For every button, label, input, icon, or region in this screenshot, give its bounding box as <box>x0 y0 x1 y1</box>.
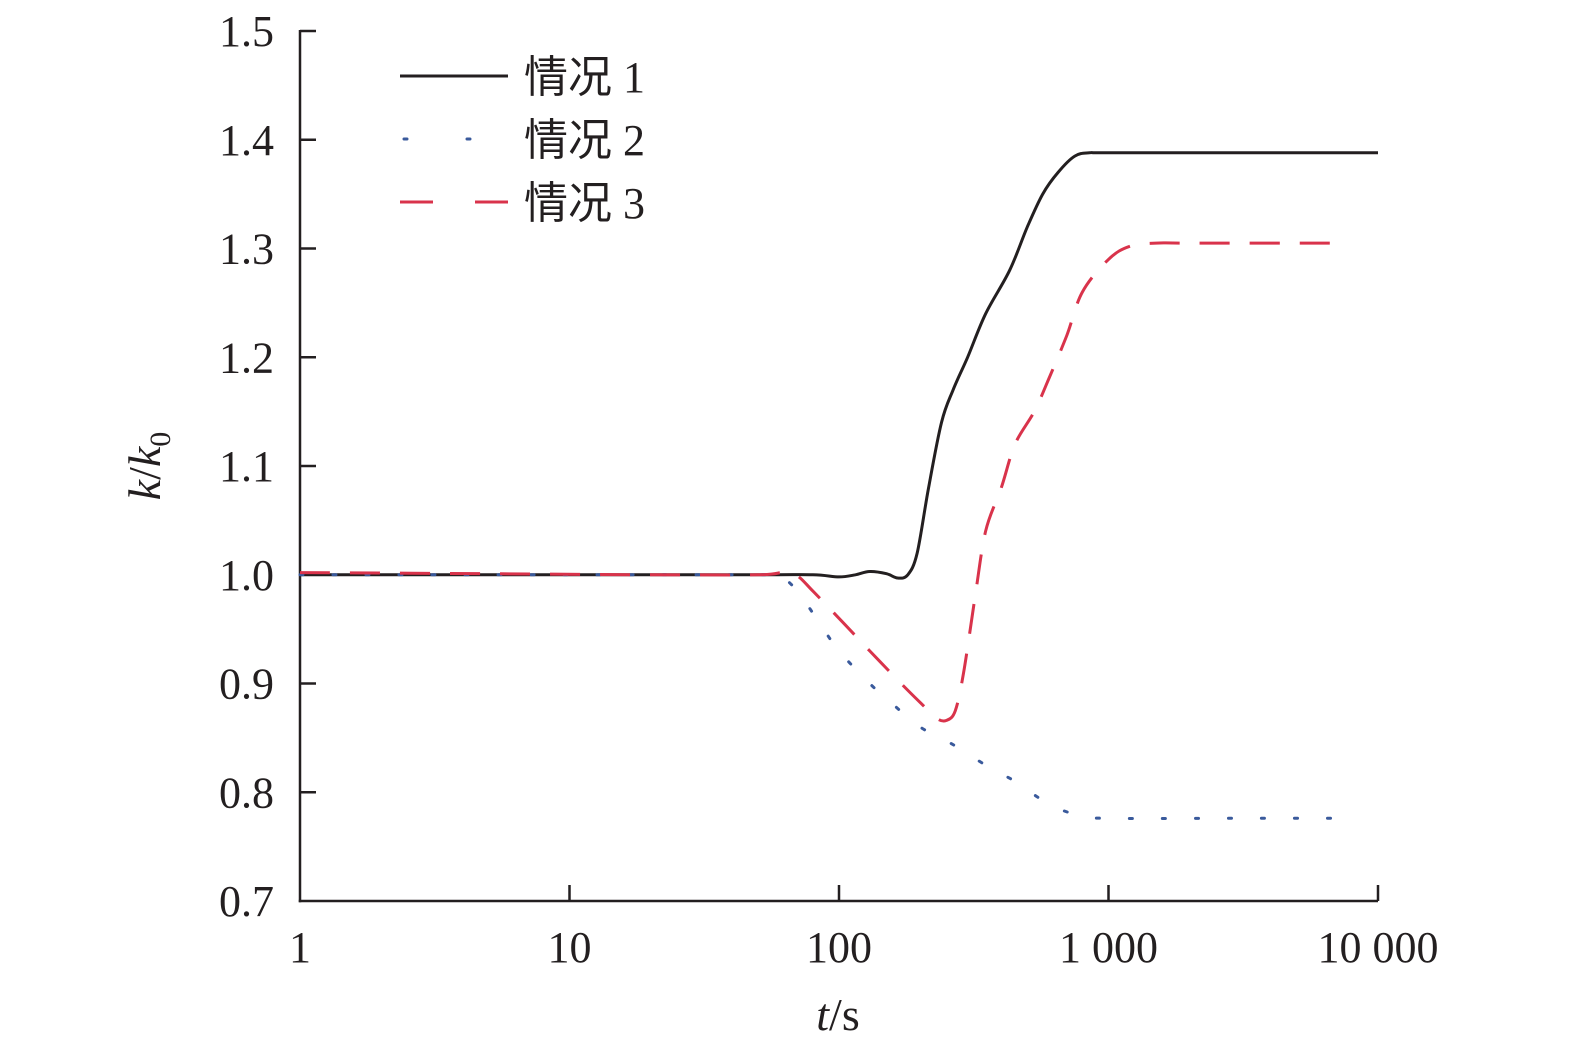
y-tick-label: 1.0 <box>219 551 274 600</box>
y-tick-label: 1.3 <box>219 225 274 274</box>
x-tick-label: 10 <box>548 923 592 972</box>
x-axis-title: t/s <box>816 989 859 1040</box>
y-tick-label: 1.5 <box>219 7 274 56</box>
series-lines <box>298 151 1378 820</box>
y-axis-sub: 0 <box>144 432 177 447</box>
x-axis-unit: /s <box>829 989 860 1040</box>
x-tick-label: 1 <box>289 923 311 972</box>
y-tick-label: 0.8 <box>219 768 274 817</box>
y-tick-label: 0.9 <box>219 660 274 709</box>
legend: 情况 1 情况 2 情况 3 <box>400 53 645 228</box>
y-tick-label: 1.1 <box>219 442 274 491</box>
legend-label-2: 情况 2 <box>524 116 645 165</box>
y-axis-title: k/k0 <box>119 432 177 501</box>
y-ticks: 0.7 0.8 0.9 1.0 1.1 1.2 1.3 1.4 1.5 <box>219 7 316 926</box>
y-axis-sep: / <box>119 467 170 480</box>
x-tick-label: 10 000 <box>1318 923 1439 972</box>
series-line-2 <box>298 572 1338 820</box>
y-axis-var1: k <box>119 478 170 500</box>
y-axis-var2: k <box>119 445 170 467</box>
series-line-1 <box>300 151 1378 580</box>
legend-label-1: 情况 1 <box>524 53 645 102</box>
series-line-3 <box>299 241 1337 723</box>
x-ticks: 1 10 100 1 000 10 000 <box>289 885 1439 972</box>
y-tick-label: 0.7 <box>219 877 274 926</box>
x-axis-var: t <box>816 989 830 1040</box>
y-tick-label: 1.4 <box>219 116 274 165</box>
legend-label-3: 情况 3 <box>524 179 645 228</box>
x-tick-label: 1 000 <box>1059 923 1158 972</box>
y-tick-label: 1.2 <box>219 333 274 382</box>
x-tick-label: 100 <box>806 923 872 972</box>
axes <box>298 30 1378 903</box>
